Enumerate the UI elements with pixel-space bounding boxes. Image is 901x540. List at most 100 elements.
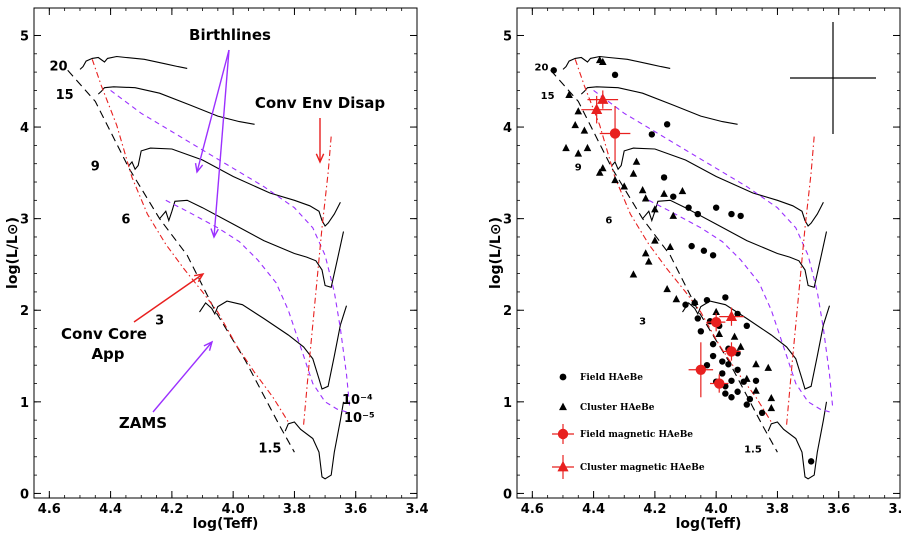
field-haebe-point [743,322,750,330]
legend-label: Cluster HAeBe [580,403,655,413]
zams-line [550,69,778,453]
x-axis-label: log(Teff) [676,516,742,532]
cluster-haebe-point [715,329,724,337]
birthline-arrow-head [194,163,204,174]
evolutionary-track [199,300,348,390]
cluster-haebe-point [669,211,678,219]
plot-frame [33,7,418,499]
cluster-haebe-point [767,393,776,402]
cluster-haebe-point [752,360,760,368]
mass-label: 20 [49,60,67,75]
cluster-magnetic-haebe-point [725,310,738,321]
evolutionary-track [97,86,255,125]
annotation-birthlines: Birthlines [189,26,271,44]
birthline-arrow [196,49,230,173]
y-tick-label: 3 [503,213,512,228]
y-tick-label: 2 [20,304,29,319]
zams-line [67,69,295,453]
x-tick-label: 4.2 [160,502,183,517]
cluster-haebe-point [599,164,607,172]
cluster-haebe-point [641,194,650,202]
evolutionary-track [159,199,345,288]
evolutionary-track [79,55,188,70]
cluster-haebe-point [767,404,776,412]
field-haebe-point [709,340,717,348]
birthline-1e-4 [593,89,834,407]
field-haebe-point [688,242,695,250]
cluster-haebe-point [580,126,589,134]
cluster-haebe-point [611,175,619,184]
y-axis-label: log(L/L⊙) [488,217,504,289]
cluster-haebe-point [678,186,687,195]
field-haebe-point [685,204,692,211]
cluster-haebe-point [632,157,641,165]
y-tick-label: 0 [503,487,512,502]
y-tick-label: 1 [503,396,512,411]
evolutionary-track [642,199,828,288]
mass-label: 1.5 [744,445,762,456]
field-haebe-point [728,210,735,218]
x-tick-label: 4.0 [222,502,245,517]
mass-label: 9 [91,160,100,175]
field-haebe-point [709,352,717,360]
field-haebe-point [697,328,705,335]
cluster-haebe-point [638,186,647,194]
field-haebe-point [709,252,717,259]
birthline-arrow [213,49,230,238]
field-magnetic-haebe-point [726,346,737,357]
field-haebe-point [712,204,720,211]
x-tick-label: 4.4 [99,502,122,517]
conv-core-arrow [133,273,204,323]
y-tick-label: 0 [20,487,29,502]
conv-env-arrow-head [315,153,325,164]
evolutionary-track [128,147,341,227]
cluster-haebe-point [736,342,745,350]
field-haebe-point [550,67,557,74]
mass-label: 20 [535,63,549,74]
x-tick-label: 3.4 [888,502,901,517]
scatter-data [550,56,815,465]
evolutionary-track [284,401,345,480]
cluster-haebe-point [651,205,659,213]
x-tick-label: 3.6 [344,502,367,517]
panel-left: 4.6 4.4 4.2 4.0 3.8 3.6 3.4 0 1 2 3 4 5 log(Teff) log(… [5,7,429,532]
cluster-haebe-point [595,168,604,176]
cluster-haebe-point [629,169,638,177]
cluster-haebe-point [666,242,674,250]
cluster-haebe-point [672,295,681,303]
y-tick-label: 5 [20,29,29,44]
cluster-haebe-point [660,189,668,197]
cluster-haebe-point [690,297,699,305]
plot-frame [516,7,901,499]
cluster-magnetic-haebe-point [597,93,609,104]
cluster-haebe-point [574,107,583,115]
field-haebe-point [611,71,619,79]
field-haebe-point [663,121,671,128]
cluster-haebe-point [565,90,573,98]
x-tick-label: 4.6 [38,502,61,517]
field-haebe-point [660,174,668,181]
birthline-arrow-head [210,228,219,239]
y-axis-label: log(L/L⊙) [5,217,21,289]
field-magnetic-haebe-point [695,364,707,375]
zams-arrow [152,341,213,413]
field-magnetic-haebe-point [710,316,722,328]
conv-core-appearance-line [574,59,772,423]
legend-label: Field HAeBe [580,373,643,383]
field-haebe-point [703,296,711,304]
mass-label: 1.5 [258,442,281,457]
legend-marker-cluster [559,402,567,411]
field-haebe-point [734,366,741,373]
conv-env-disappearance-line [303,136,332,425]
x-tick-label: 3.4 [405,502,428,517]
evolutionary-track [682,300,831,390]
mass-label: 6 [605,216,612,227]
conv-env-disappearance-line [786,136,815,425]
x-tick-label: 3.8 [283,502,306,517]
mass-label: 3 [155,313,164,328]
field-magnetic-haebe-point [609,128,621,139]
x-tick-label: 4.2 [643,502,666,517]
field-haebe-point [734,310,741,318]
field-haebe-point [746,395,754,403]
